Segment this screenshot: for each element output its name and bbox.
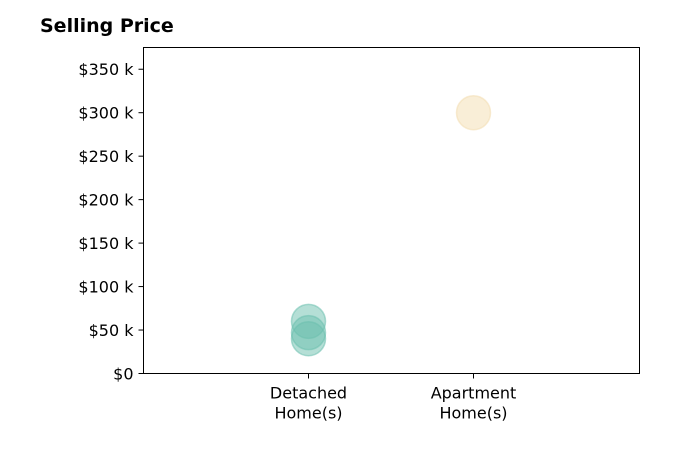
chart-title: Selling Price — [40, 15, 174, 37]
y-tick-label: $150 k — [78, 234, 134, 253]
x-tick-label: Apartment Home(s) — [431, 384, 517, 423]
y-axis: $0 $50 k $100 k $150 k $200 k $250 k $300 k $35… — [78, 60, 144, 384]
y-tick-label: $250 k — [78, 147, 134, 166]
y-tick-label: $0 — [113, 365, 133, 384]
x-tick-label: Detached Home(s) — [270, 384, 347, 423]
data-point — [455, 94, 492, 131]
points-layer — [290, 94, 492, 357]
y-tick-label: $50 k — [89, 321, 135, 340]
y-tick-label: $350 k — [78, 60, 134, 79]
y-tick-label: $100 k — [78, 278, 134, 297]
plot-frame — [143, 47, 640, 374]
y-tick-label: $300 k — [78, 104, 134, 123]
y-tick-label: $200 k — [78, 191, 134, 210]
data-point — [290, 320, 327, 357]
x-axis: Detached Home(s) Apartment Home(s) — [270, 373, 517, 423]
